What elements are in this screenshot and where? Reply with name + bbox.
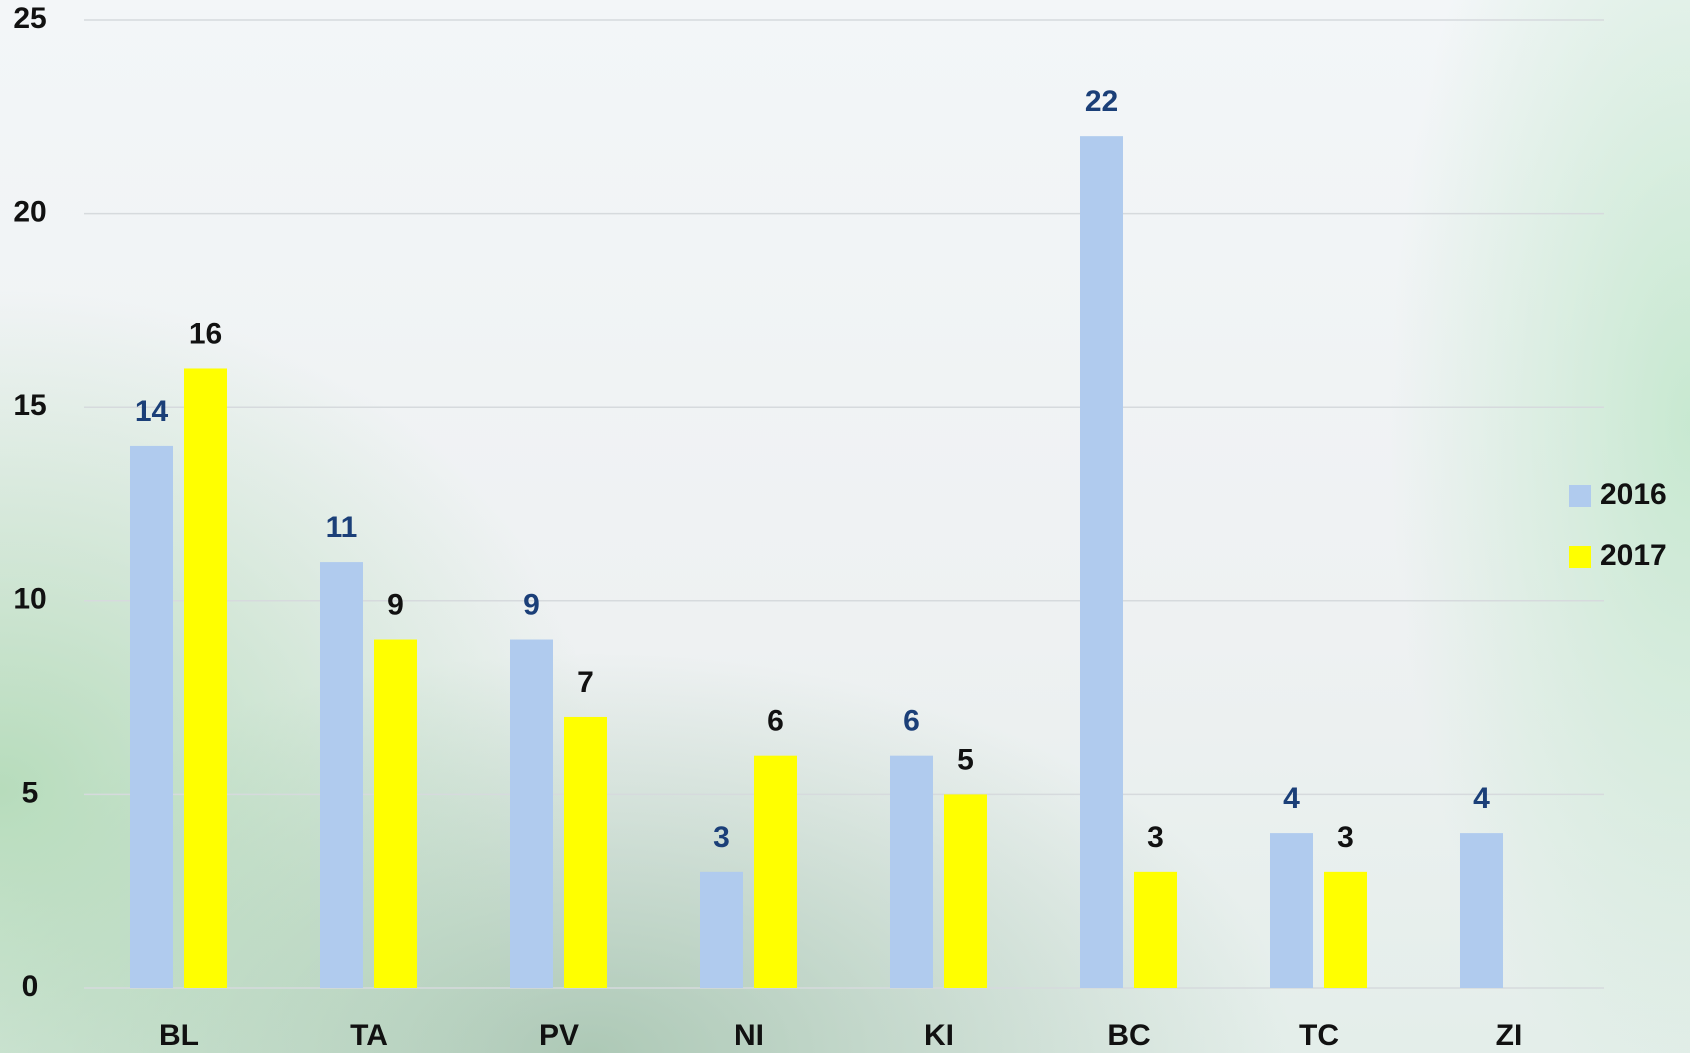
bar (1270, 833, 1313, 988)
y-tick-label: 5 (22, 776, 39, 809)
bar (1134, 871, 1177, 988)
bar (754, 755, 797, 988)
data-label: 9 (387, 588, 404, 621)
bar (564, 716, 607, 988)
data-label: 4 (1473, 782, 1490, 815)
y-tick-label: 15 (13, 389, 46, 422)
data-label: 6 (767, 705, 784, 738)
y-tick-label: 10 (13, 583, 46, 616)
data-label: 11 (326, 511, 358, 544)
x-tick-label: BL (159, 1019, 199, 1052)
x-tick-label: BC (1107, 1019, 1150, 1052)
bar (510, 639, 553, 988)
bar (700, 871, 743, 988)
x-tick-label: ZI (1496, 1019, 1523, 1052)
bar (130, 445, 173, 988)
x-tick-label: TA (350, 1019, 388, 1052)
y-tick-label: 20 (13, 196, 46, 229)
data-label: 14 (135, 395, 169, 428)
legend-label: 2017 (1600, 539, 1667, 572)
data-label: 5 (957, 743, 974, 776)
x-tick-label: TC (1299, 1019, 1339, 1052)
legend-swatch (1569, 546, 1591, 568)
bar (1324, 871, 1367, 988)
bar (184, 368, 227, 989)
bar (1080, 136, 1123, 988)
data-label: 16 (189, 317, 222, 350)
data-label: 3 (713, 821, 730, 854)
x-tick-label: KI (924, 1019, 954, 1052)
y-tick-label: 25 (13, 2, 46, 35)
data-label: 9 (523, 588, 540, 621)
x-tick-label: PV (539, 1019, 579, 1052)
data-label: 7 (577, 666, 594, 699)
data-label: 3 (1337, 821, 1354, 854)
bar (320, 562, 363, 988)
data-label: 3 (1147, 821, 1164, 854)
data-label: 22 (1085, 85, 1118, 118)
data-label: 4 (1283, 782, 1300, 815)
bar (374, 639, 417, 988)
legend-label: 2016 (1600, 478, 1667, 511)
bar (890, 755, 933, 988)
legend-swatch (1569, 485, 1591, 507)
y-tick-label: 0 (22, 970, 39, 1003)
data-label: 6 (903, 705, 920, 738)
x-tick-label: NI (734, 1019, 764, 1052)
bar (944, 794, 987, 988)
bar (1460, 833, 1503, 988)
